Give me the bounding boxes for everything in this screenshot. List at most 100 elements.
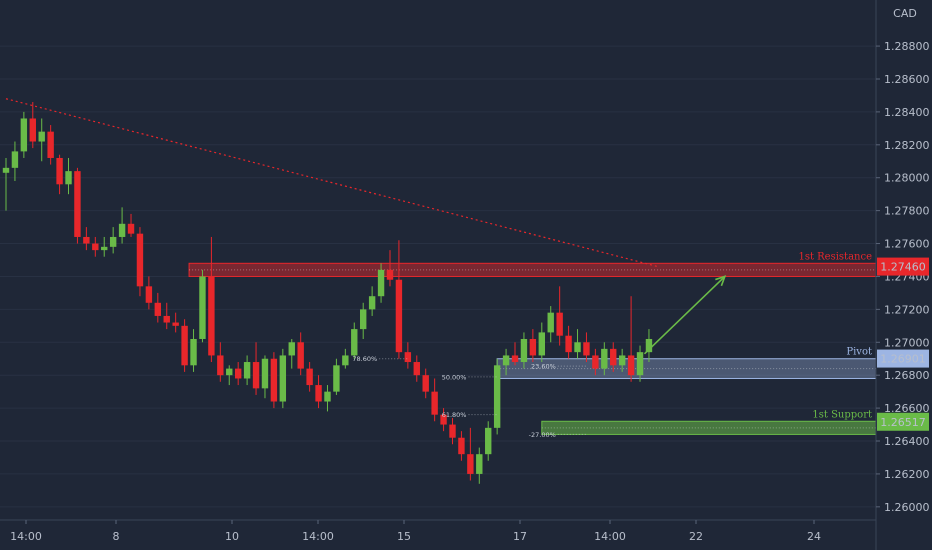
candle-body — [65, 171, 72, 185]
candle — [145, 276, 153, 310]
candle-body — [279, 355, 287, 402]
candle-body — [422, 375, 429, 392]
candle-body — [288, 342, 295, 356]
y-tick-label: 1.26600 — [884, 402, 930, 415]
candle — [618, 348, 626, 372]
candle-body — [360, 309, 367, 330]
candle-body — [145, 286, 153, 303]
x-tick-label: 22 — [689, 530, 703, 543]
candle-body — [485, 427, 492, 455]
candle — [65, 157, 72, 195]
resistance-zone — [189, 263, 876, 277]
candle-body — [574, 342, 581, 353]
candle-body — [440, 414, 447, 425]
candle-body — [297, 342, 304, 369]
candle-body — [243, 362, 251, 379]
candle — [199, 269, 206, 343]
candle — [636, 345, 644, 382]
candle-body — [315, 385, 322, 402]
y-tick-label: 1.26200 — [884, 468, 930, 481]
support-zone — [541, 421, 876, 435]
candle — [190, 329, 197, 372]
candle-body — [109, 236, 117, 247]
candle-body — [226, 368, 233, 376]
candle — [288, 338, 295, 369]
candle-body — [118, 223, 126, 237]
candle-body — [11, 151, 19, 168]
fib-labels-layer: 78.60% 50.00% 23.60% 61.80% -27.00% — [352, 355, 588, 439]
candle — [520, 332, 528, 369]
currency-label: CAD — [893, 7, 917, 20]
y-tick-label: 1.27000 — [884, 336, 930, 349]
candle-body — [38, 131, 45, 142]
candle — [601, 342, 608, 376]
candle-body — [395, 279, 403, 353]
candle-body — [458, 437, 465, 455]
candle — [217, 342, 224, 382]
candle-body — [645, 338, 653, 353]
candle — [458, 431, 465, 461]
candle-body — [377, 269, 385, 297]
candle — [467, 427, 474, 481]
candle-body — [556, 312, 563, 336]
candle-body — [154, 302, 162, 316]
candle-body — [47, 131, 54, 158]
candle — [279, 348, 287, 409]
x-tick-label: 8 — [113, 530, 120, 543]
candle-body — [333, 365, 340, 392]
candle-body — [208, 276, 215, 356]
candle-body — [431, 391, 438, 415]
fib-label: 50.00% — [442, 373, 467, 381]
candle-body — [92, 243, 99, 251]
time-axis[interactable]: 14:00 8 10 14:00 15 17 14:00 22 24 — [10, 520, 821, 543]
candle — [127, 213, 135, 237]
projection-arrow-head — [715, 275, 727, 287]
candle-body — [190, 338, 197, 366]
candle-body — [520, 338, 528, 363]
y-tick-label: 1.28000 — [884, 172, 930, 185]
level-zones: 1st Resistance Pivot 1st Support — [188, 251, 877, 435]
candle-body — [351, 329, 358, 356]
candle-body — [252, 362, 260, 389]
candle — [574, 329, 581, 359]
candle — [270, 352, 278, 409]
candle — [252, 342, 260, 395]
candle — [83, 227, 90, 251]
candle — [172, 312, 179, 333]
pivot-price-value: 1.26901 — [880, 353, 926, 366]
pivot-label: Pivot — [846, 347, 872, 358]
x-tick-label: 17 — [513, 530, 527, 543]
projection-arrow-line — [643, 275, 726, 355]
y-tick-label: 1.26800 — [884, 369, 930, 382]
candle — [56, 154, 63, 195]
y-tick-label: 1.28200 — [884, 139, 930, 152]
candles-layer — [2, 102, 653, 484]
support-label: 1st Support — [812, 409, 872, 420]
candle — [2, 157, 10, 211]
candle-body — [404, 352, 412, 363]
fib-label: 78.60% — [352, 355, 377, 363]
candle — [386, 250, 394, 287]
candle — [395, 240, 403, 359]
candle-body — [386, 269, 394, 280]
candle — [101, 236, 108, 257]
candle — [163, 302, 170, 330]
candle — [74, 167, 81, 244]
candle-body — [270, 358, 278, 402]
candle — [610, 342, 617, 372]
price-axis[interactable]: 1.26000 1.26200 1.26400 1.26600 1.26800 1.270… — [876, 40, 930, 514]
candle — [261, 355, 269, 399]
candle-body — [101, 246, 108, 251]
candle — [502, 348, 510, 376]
candle-body — [601, 348, 608, 369]
candle — [109, 227, 117, 254]
candle-body — [413, 362, 420, 376]
candle-body — [368, 296, 376, 310]
x-tick-label: 14:00 — [302, 530, 334, 543]
candle-body — [56, 157, 63, 185]
resistance-price-value: 1.27460 — [880, 261, 926, 274]
resistance-price-tag — [877, 257, 929, 276]
projection-arrow-layer — [643, 275, 727, 355]
